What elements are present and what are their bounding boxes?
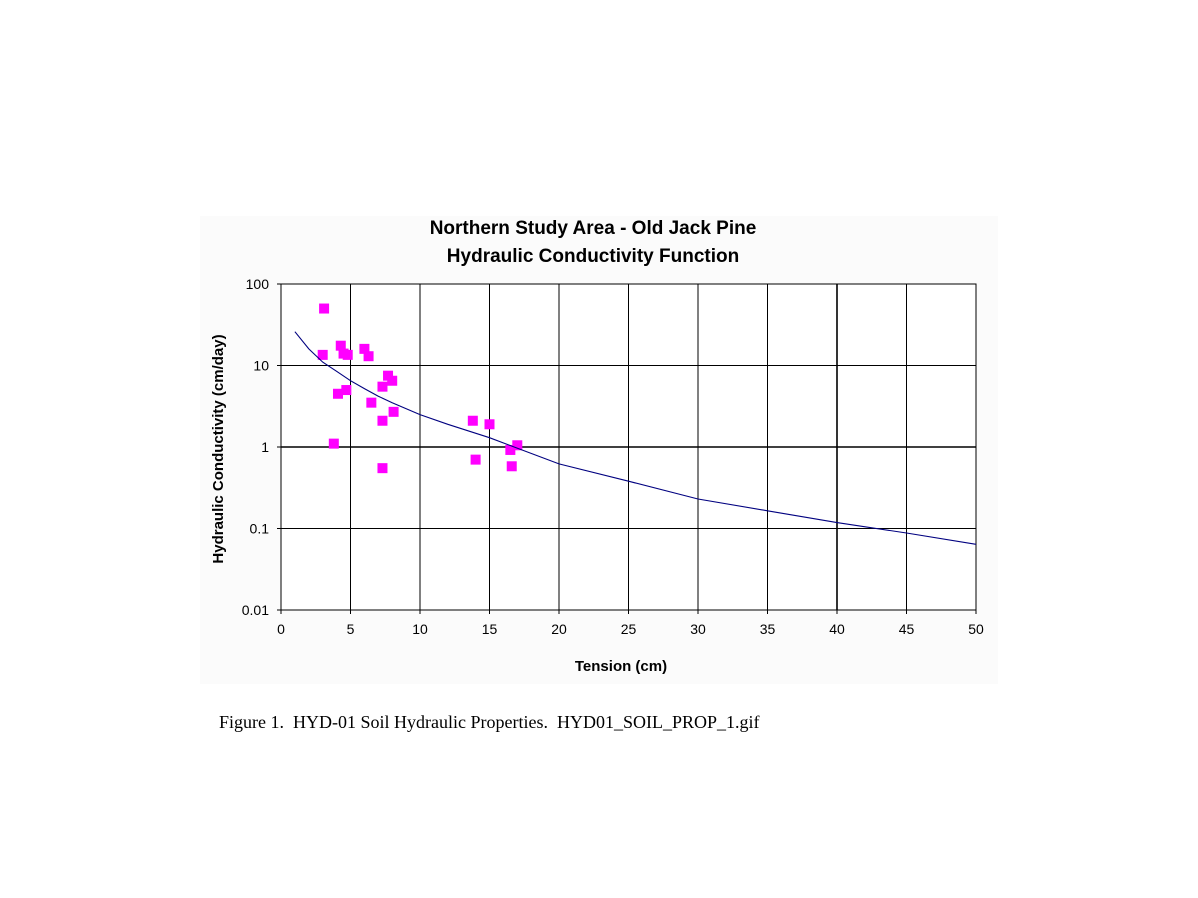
x-tick-label: 25 — [621, 621, 637, 637]
data-point — [512, 440, 523, 451]
data-point — [467, 415, 478, 426]
data-point — [341, 385, 352, 396]
x-tick-label: 10 — [412, 621, 428, 637]
x-tick-label: 15 — [482, 621, 498, 637]
y-tick-label: 10 — [253, 358, 269, 374]
data-point — [484, 419, 495, 430]
x-tick-label: 5 — [347, 621, 355, 637]
y-tick-label: 100 — [246, 276, 270, 292]
data-point — [359, 343, 370, 354]
fit-curve-line — [294, 331, 977, 545]
data-point — [335, 340, 346, 351]
data-point — [363, 351, 374, 362]
data-point — [387, 375, 398, 386]
data-point — [328, 438, 339, 449]
y-tick-label: 1 — [261, 439, 269, 455]
y-tick-label: 0.01 — [242, 602, 269, 618]
x-tick-label: 45 — [899, 621, 915, 637]
data-point — [383, 370, 394, 381]
chart-subtitle: Hydraulic Conductivity Function — [447, 246, 739, 267]
chart-panel: Northern Study Area - Old Jack Pine Hydr… — [200, 216, 998, 684]
x-tick-label: 50 — [968, 621, 984, 637]
data-point — [377, 415, 388, 426]
y-axis-title: Hydraulic Conductivity (cm/day) — [210, 334, 227, 563]
data-point — [332, 388, 343, 399]
x-tick-label: 0 — [277, 621, 285, 637]
data-point — [470, 454, 481, 465]
x-tick-label: 35 — [760, 621, 776, 637]
y-tick-label: 0.1 — [250, 521, 270, 537]
data-point — [342, 349, 353, 360]
x-axis-title: Tension (cm) — [575, 658, 667, 675]
data-point — [388, 406, 399, 417]
data-point — [319, 303, 330, 314]
data-point — [377, 463, 388, 474]
chart-title: Northern Study Area - Old Jack Pine — [430, 218, 757, 239]
x-tick-label: 30 — [690, 621, 706, 637]
hydraulic-conductivity-chart: Northern Study Area - Old Jack Pine Hydr… — [210, 218, 984, 675]
data-point — [506, 461, 517, 472]
x-tick-label: 40 — [829, 621, 845, 637]
data-point — [505, 444, 516, 455]
data-point — [377, 381, 388, 392]
data-point — [366, 397, 377, 408]
x-tick-label: 20 — [551, 621, 567, 637]
figure-caption: Figure 1. HYD-01 Soil Hydraulic Properti… — [219, 712, 760, 732]
data-point — [317, 349, 328, 360]
